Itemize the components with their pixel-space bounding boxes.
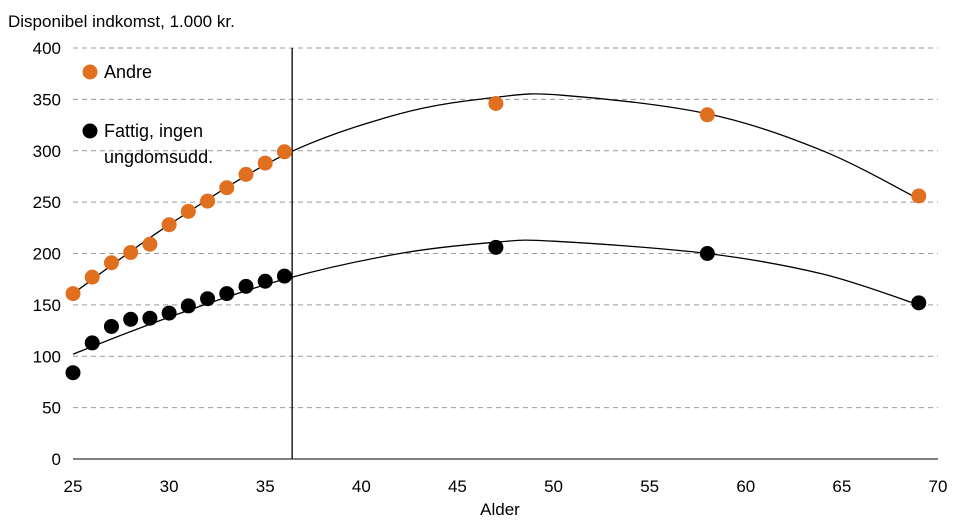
x-tick-label-70: 70 (929, 477, 948, 496)
legend-label-andre: Andre (104, 62, 152, 82)
x-tick-label-65: 65 (832, 477, 851, 496)
legend-label-fattig-line-2: ungdomsudd. (104, 147, 213, 167)
point-series-1-x35 (257, 273, 273, 289)
point-series-0-x69 (911, 188, 927, 204)
point-series-0-x32 (200, 193, 216, 209)
point-series-0-x58 (699, 107, 715, 123)
x-tick-label-55: 55 (640, 477, 659, 496)
point-series-0-x25 (65, 286, 81, 302)
x-tick-label-50: 50 (544, 477, 563, 496)
x-tick-label-40: 40 (352, 477, 371, 496)
point-series-1-x31 (180, 298, 196, 314)
point-series-0-x33 (219, 180, 235, 196)
x-tick-labels: 25 30 35 40 45 50 55 60 65 70 (64, 477, 948, 496)
point-series-1-x58 (699, 246, 715, 261)
point-series-0-x34 (238, 166, 254, 182)
y-tick-label-300: 300 (33, 142, 61, 161)
point-series-1-x29 (142, 310, 158, 326)
y-tick-label-250: 250 (33, 193, 61, 212)
point-series-1-x47 (488, 239, 504, 255)
x-tick-label-35: 35 (256, 477, 275, 496)
point-series-0-x31 (180, 203, 196, 219)
point-series-1-x34 (238, 278, 254, 294)
point-series-1-x28 (123, 311, 139, 327)
x-tick-label-30: 30 (160, 477, 179, 496)
y-tick-label-400: 400 (33, 39, 61, 58)
x-tick-label-45: 45 (448, 477, 467, 496)
y-axis-title: Disponibel indkomst, 1.000 kr. (8, 12, 235, 31)
legend-marker-fattig (82, 123, 98, 139)
y-tick-label-350: 350 (33, 90, 61, 109)
point-series-1-x25 (65, 365, 81, 381)
point-series-0-x47 (488, 95, 504, 111)
point-series-0-x29 (142, 236, 158, 252)
legend: Andre Fattig, ingen ungdomsudd. (82, 62, 213, 167)
y-tick-label-50: 50 (42, 399, 61, 418)
legend-label-fattig-line-1: Fattig, ingen (104, 121, 203, 141)
y-tick-label-100: 100 (33, 347, 61, 366)
legend-marker-andre (82, 64, 98, 80)
y-tick-labels: 0 50 100 150 200 250 300 350 400 (33, 39, 61, 469)
y-tick-label-150: 150 (33, 296, 61, 315)
y-tick-label-0: 0 (52, 450, 61, 469)
point-series-1-x69 (911, 295, 927, 311)
point-series-1-x32 (200, 291, 216, 307)
point-series-0-x35 (257, 155, 273, 171)
x-tick-label-60: 60 (736, 477, 755, 496)
point-series-0-x28 (123, 244, 139, 260)
point-series-0-x26 (84, 269, 100, 285)
point-series-1-x36 (276, 268, 292, 284)
point-series-0-x30 (161, 217, 177, 233)
point-series-0-x36 (276, 144, 292, 160)
x-tick-label-25: 25 (64, 477, 83, 496)
point-series-1-x27 (103, 318, 119, 334)
point-series-1-x30 (161, 305, 177, 321)
x-axis-title: Alder (480, 500, 520, 519)
grid-lines (73, 47, 938, 409)
point-series-1-x33 (219, 286, 235, 302)
trend-line-series-1 (72, 239, 920, 355)
point-series-1-x26 (84, 335, 100, 351)
data-points (65, 95, 927, 381)
point-series-0-x27 (103, 255, 119, 271)
y-tick-label-200: 200 (33, 245, 61, 264)
